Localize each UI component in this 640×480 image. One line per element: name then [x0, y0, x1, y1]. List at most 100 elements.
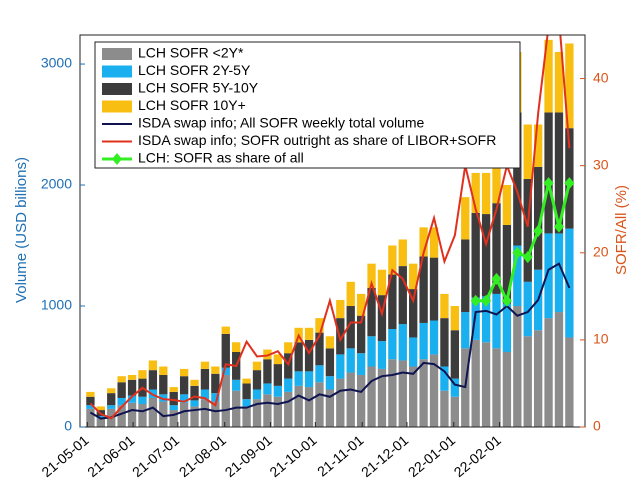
bar-segment [211, 401, 220, 427]
bar-segment [450, 306, 460, 331]
bar-segment [377, 295, 387, 342]
bar-segment [481, 214, 491, 297]
bar-segment [554, 51, 564, 113]
bar-segment [388, 274, 397, 329]
bar-segment [492, 160, 501, 204]
bar-segment [117, 397, 126, 406]
y-tick-label: 2000 [41, 176, 72, 192]
bar-segment [273, 364, 282, 386]
bar-segment [346, 306, 355, 349]
bar-segment [315, 365, 324, 383]
bar-segment [377, 269, 387, 296]
bar-segment [492, 293, 501, 349]
bar-segment [544, 39, 553, 113]
bar-segment [242, 399, 251, 407]
bar-segment [440, 293, 449, 319]
bar-segment [356, 353, 366, 375]
bar-segment [96, 406, 105, 411]
bar-segment [565, 43, 574, 129]
bar-segment [356, 293, 366, 316]
bar-segment [127, 374, 137, 380]
bar-segment [221, 333, 230, 368]
bar-segment [96, 418, 105, 427]
line-marker [543, 177, 554, 190]
bar-segment [377, 368, 387, 427]
bar-segment [169, 405, 178, 411]
bar-segment [325, 389, 335, 427]
bar-segment [211, 393, 220, 402]
x-tick-label: 21-12-01 [358, 432, 411, 480]
bar-segment [346, 348, 355, 373]
bar-segment [159, 394, 168, 402]
legend: LCH SOFR <2Y*LCH SOFR 2Y-5Y LCH SOFR 5Y-1… [94, 41, 521, 169]
bar-segment [367, 366, 376, 427]
bar-segment [86, 396, 95, 406]
line-marker [553, 220, 564, 233]
bar-segment [179, 376, 189, 395]
legend-label: ISDA swap info; All SOFR weekly total vo… [138, 115, 425, 131]
bar-segment [221, 326, 230, 334]
legend-marker [112, 153, 122, 165]
bar-segment [252, 389, 262, 400]
bar-segment [471, 339, 480, 427]
bar-segment [481, 172, 491, 215]
legend-label: ISDA swap info; SOFR outright as share o… [138, 132, 496, 148]
bar-segment [127, 402, 137, 427]
bar-segment [388, 359, 397, 427]
bar-segment [263, 394, 272, 427]
bar-segment [388, 245, 397, 275]
y-tick-label: 3000 [41, 55, 72, 71]
bar-segment [481, 296, 491, 343]
legend-label: LCH: SOFR as share of all [138, 150, 304, 166]
bar-segment [169, 410, 178, 427]
bar-segment [294, 385, 303, 427]
bar-segment [554, 233, 564, 313]
legend-label: LCH SOFR 10Y+ [138, 97, 246, 113]
bar-segment [398, 266, 407, 325]
bar-segment [190, 385, 199, 401]
y2-tick-label: 0 [593, 418, 601, 434]
y-axis-label: Volume (USD billions) [13, 157, 30, 303]
bar-segment [440, 318, 449, 367]
bar-segment [523, 336, 532, 427]
bar-segment [284, 391, 293, 427]
bar-segment [252, 399, 262, 427]
bar-segment [336, 378, 345, 427]
bar-segment [138, 370, 147, 379]
bar-segment [544, 318, 553, 427]
y2-tick-label: 10 [593, 331, 609, 347]
bar-segment [190, 379, 199, 386]
bar-segment [533, 166, 543, 270]
plot-frame [79, 34, 586, 428]
bar-segment [200, 399, 210, 427]
bar-segment [565, 337, 574, 427]
bar-segment [523, 178, 532, 282]
y2-tick-label: 40 [593, 69, 609, 85]
y2-axis-label: SOFR/All (%) [613, 185, 630, 275]
bar-segment [325, 348, 335, 377]
bar-segment [117, 376, 126, 383]
bar-segment [159, 401, 168, 427]
x-tick-label: 21-05-01 [38, 432, 91, 480]
bar-segment [450, 330, 460, 379]
x-tick-label: 21-11-01 [314, 432, 367, 480]
legend-label: LCH SOFR 5Y-10Y [138, 80, 259, 96]
bar-segment [461, 239, 470, 313]
x-tick-label: 21-07-01 [129, 432, 182, 480]
bar-segment [377, 341, 387, 369]
bar-segment [398, 360, 407, 427]
bar-segment [367, 263, 376, 288]
bar-segment [252, 370, 262, 390]
x-tick-label: 21-06-01 [84, 432, 137, 480]
bar-segment [117, 405, 126, 427]
bar-segment [409, 289, 418, 338]
y2-tick-label: 30 [593, 156, 609, 172]
x-tick-label: 22-02-01 [451, 432, 504, 480]
bar-segment [190, 406, 199, 427]
line-marker [491, 272, 502, 285]
bar-segment [138, 404, 147, 427]
bar-segment [429, 257, 439, 321]
bar-segment [471, 172, 480, 213]
x-tick-label: 21-10-01 [266, 432, 319, 480]
bar-segment [284, 378, 293, 392]
